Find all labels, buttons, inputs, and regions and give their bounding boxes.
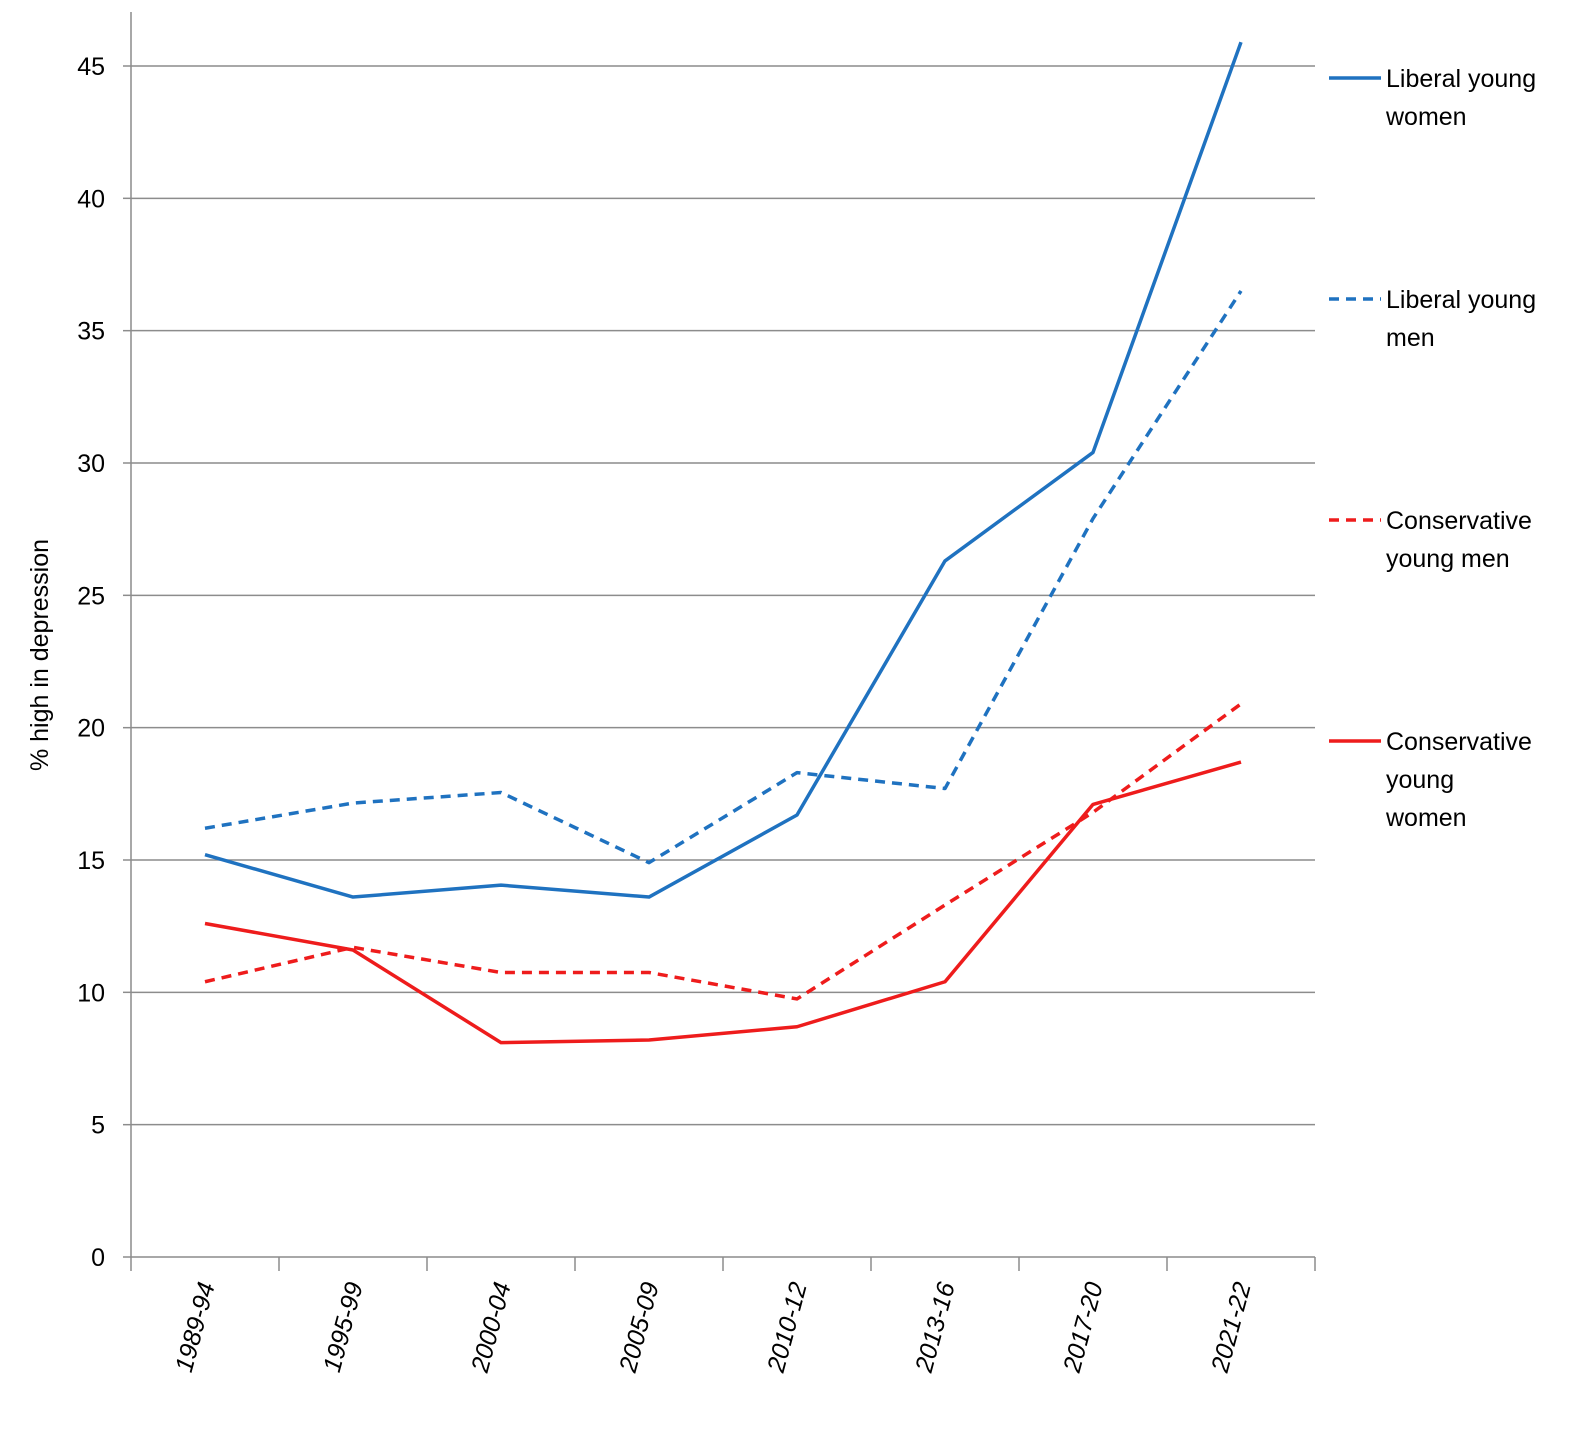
- legend-label-line: Conservative: [1386, 728, 1532, 756]
- x-tick-label: 2005-09: [614, 1279, 665, 1376]
- legend-label-line: Liberal young: [1386, 286, 1536, 314]
- y-tick-label: 40: [77, 185, 105, 213]
- y-tick-label: 35: [77, 318, 105, 346]
- legend-label-line: young: [1386, 766, 1454, 794]
- legend-label-line: Conservative: [1386, 507, 1532, 535]
- x-tick-label: 2000-04: [466, 1279, 517, 1376]
- legend-label: Conservative young men: [1386, 507, 1532, 573]
- y-tick-label: 45: [77, 53, 105, 81]
- x-tick-label: 1989-94: [170, 1279, 221, 1375]
- series-line: [205, 291, 1241, 863]
- y-tick-label: 0: [91, 1244, 105, 1272]
- legend-label: Liberal young men: [1386, 286, 1536, 352]
- legend-label: Liberal young women: [1385, 65, 1536, 131]
- x-tick-label: 1995-99: [318, 1279, 369, 1375]
- x-tick-label: 2021-22: [1206, 1279, 1257, 1376]
- y-tick-label: 20: [77, 715, 105, 743]
- y-axis-label: % high in depression: [26, 539, 54, 771]
- y-tick-label: 15: [77, 847, 105, 875]
- x-tick-label: 2013-16: [910, 1279, 961, 1376]
- legend-label-line: young men: [1386, 545, 1510, 573]
- y-tick-label: 30: [77, 450, 105, 478]
- series-line: [205, 42, 1241, 897]
- legend-label: Conservative young women: [1385, 728, 1532, 832]
- legend-label-line: men: [1386, 324, 1435, 352]
- legend-label-line: women: [1385, 804, 1467, 832]
- y-tick-label: 10: [77, 979, 105, 1007]
- x-tick-label: 2017-20: [1058, 1279, 1109, 1376]
- legend-label-line: women: [1385, 103, 1467, 131]
- y-tick-label: 5: [91, 1112, 105, 1140]
- legend-label-line: Liberal young: [1386, 65, 1536, 93]
- x-tick-label: 2010-12: [762, 1279, 813, 1376]
- y-tick-label: 25: [77, 582, 105, 610]
